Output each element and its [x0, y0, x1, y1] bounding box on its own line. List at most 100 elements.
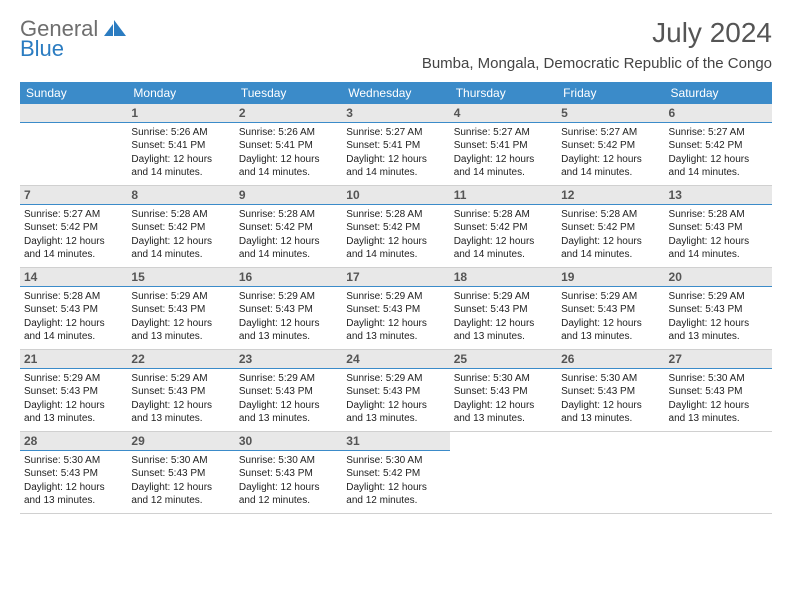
- sunrise-text: Sunrise: 5:30 AM: [24, 454, 123, 468]
- day-details: Sunrise: 5:29 AMSunset: 5:43 PMDaylight:…: [342, 369, 449, 431]
- day-number: 4: [450, 104, 557, 123]
- day-cell: 30Sunrise: 5:30 AMSunset: 5:43 PMDayligh…: [235, 432, 342, 513]
- day-number: 9: [235, 186, 342, 205]
- day-number: [20, 104, 127, 123]
- day-number: 29: [127, 432, 234, 451]
- day-details: Sunrise: 5:28 AMSunset: 5:42 PMDaylight:…: [557, 205, 664, 267]
- sunrise-text: Sunrise: 5:27 AM: [454, 126, 553, 140]
- daylight-text: Daylight: 12 hours and 14 minutes.: [239, 153, 338, 180]
- day-details: Sunrise: 5:30 AMSunset: 5:43 PMDaylight:…: [557, 369, 664, 431]
- day-details: Sunrise: 5:30 AMSunset: 5:42 PMDaylight:…: [342, 451, 449, 513]
- sunrise-text: Sunrise: 5:29 AM: [24, 372, 123, 386]
- sunrise-text: Sunrise: 5:27 AM: [669, 126, 768, 140]
- sunrise-text: Sunrise: 5:30 AM: [346, 454, 445, 468]
- daylight-text: Daylight: 12 hours and 13 minutes.: [131, 317, 230, 344]
- sunset-text: Sunset: 5:42 PM: [346, 467, 445, 481]
- sunset-text: Sunset: 5:43 PM: [669, 221, 768, 235]
- dow-sunday: Sunday: [20, 82, 127, 104]
- day-number: 3: [342, 104, 449, 123]
- day-number: 5: [557, 104, 664, 123]
- day-number: 19: [557, 268, 664, 287]
- day-number: 15: [127, 268, 234, 287]
- day-cell: 29Sunrise: 5:30 AMSunset: 5:43 PMDayligh…: [127, 432, 234, 513]
- day-number: 12: [557, 186, 664, 205]
- day-cell: 27Sunrise: 5:30 AMSunset: 5:43 PMDayligh…: [665, 350, 772, 431]
- daylight-text: Daylight: 12 hours and 13 minutes.: [346, 317, 445, 344]
- day-cell: 4Sunrise: 5:27 AMSunset: 5:41 PMDaylight…: [450, 104, 557, 185]
- daylight-text: Daylight: 12 hours and 12 minutes.: [239, 481, 338, 508]
- day-cell: 17Sunrise: 5:29 AMSunset: 5:43 PMDayligh…: [342, 268, 449, 349]
- day-details: Sunrise: 5:27 AMSunset: 5:42 PMDaylight:…: [557, 123, 664, 185]
- day-details: Sunrise: 5:28 AMSunset: 5:42 PMDaylight:…: [235, 205, 342, 267]
- day-details: [665, 450, 772, 508]
- day-cell: 6Sunrise: 5:27 AMSunset: 5:42 PMDaylight…: [665, 104, 772, 185]
- sunrise-text: Sunrise: 5:29 AM: [561, 290, 660, 304]
- header: General Blue July 2024 Bumba, Mongala, D…: [20, 18, 772, 72]
- day-cell: 13Sunrise: 5:28 AMSunset: 5:43 PMDayligh…: [665, 186, 772, 267]
- day-details: Sunrise: 5:29 AMSunset: 5:43 PMDaylight:…: [127, 369, 234, 431]
- day-details: Sunrise: 5:28 AMSunset: 5:43 PMDaylight:…: [20, 287, 127, 349]
- daylight-text: Daylight: 12 hours and 13 minutes.: [24, 481, 123, 508]
- day-cell: 23Sunrise: 5:29 AMSunset: 5:43 PMDayligh…: [235, 350, 342, 431]
- day-details: Sunrise: 5:26 AMSunset: 5:41 PMDaylight:…: [127, 123, 234, 185]
- week-row: 14Sunrise: 5:28 AMSunset: 5:43 PMDayligh…: [20, 268, 772, 350]
- sunrise-text: Sunrise: 5:30 AM: [561, 372, 660, 386]
- daylight-text: Daylight: 12 hours and 14 minutes.: [669, 153, 768, 180]
- day-cell: 19Sunrise: 5:29 AMSunset: 5:43 PMDayligh…: [557, 268, 664, 349]
- day-number: 16: [235, 268, 342, 287]
- sunset-text: Sunset: 5:43 PM: [24, 467, 123, 481]
- sunset-text: Sunset: 5:43 PM: [346, 385, 445, 399]
- sunrise-text: Sunrise: 5:29 AM: [454, 290, 553, 304]
- day-details: Sunrise: 5:28 AMSunset: 5:42 PMDaylight:…: [127, 205, 234, 267]
- day-number: 17: [342, 268, 449, 287]
- day-details: [20, 123, 127, 181]
- week-row: 21Sunrise: 5:29 AMSunset: 5:43 PMDayligh…: [20, 350, 772, 432]
- day-cell: 16Sunrise: 5:29 AMSunset: 5:43 PMDayligh…: [235, 268, 342, 349]
- day-cell: 22Sunrise: 5:29 AMSunset: 5:43 PMDayligh…: [127, 350, 234, 431]
- sunrise-text: Sunrise: 5:27 AM: [24, 208, 123, 222]
- dow-tuesday: Tuesday: [235, 82, 342, 104]
- sunset-text: Sunset: 5:42 PM: [346, 221, 445, 235]
- sunrise-text: Sunrise: 5:28 AM: [239, 208, 338, 222]
- day-details: Sunrise: 5:29 AMSunset: 5:43 PMDaylight:…: [235, 287, 342, 349]
- day-cell: 12Sunrise: 5:28 AMSunset: 5:42 PMDayligh…: [557, 186, 664, 267]
- dow-thursday: Thursday: [450, 82, 557, 104]
- daylight-text: Daylight: 12 hours and 13 minutes.: [561, 317, 660, 344]
- sunset-text: Sunset: 5:43 PM: [131, 467, 230, 481]
- dow-wednesday: Wednesday: [342, 82, 449, 104]
- page-title: July 2024: [422, 18, 772, 49]
- day-details: Sunrise: 5:29 AMSunset: 5:43 PMDaylight:…: [450, 287, 557, 349]
- day-number: 7: [20, 186, 127, 205]
- daylight-text: Daylight: 12 hours and 13 minutes.: [239, 317, 338, 344]
- sunrise-text: Sunrise: 5:28 AM: [346, 208, 445, 222]
- day-details: Sunrise: 5:27 AMSunset: 5:42 PMDaylight:…: [20, 205, 127, 267]
- day-number: 2: [235, 104, 342, 123]
- day-details: Sunrise: 5:30 AMSunset: 5:43 PMDaylight:…: [127, 451, 234, 513]
- sunset-text: Sunset: 5:43 PM: [669, 385, 768, 399]
- day-cell: 8Sunrise: 5:28 AMSunset: 5:42 PMDaylight…: [127, 186, 234, 267]
- daylight-text: Daylight: 12 hours and 13 minutes.: [346, 399, 445, 426]
- day-details: [450, 450, 557, 508]
- daylight-text: Daylight: 12 hours and 14 minutes.: [346, 235, 445, 262]
- daylight-text: Daylight: 12 hours and 13 minutes.: [24, 399, 123, 426]
- day-cell: 28 Sunrise: 5:30 AMSunset: 5:43 PMDayligh…: [20, 432, 127, 513]
- day-of-week-header-row: Sunday Monday Tuesday Wednesday Thursday…: [20, 82, 772, 104]
- daylight-text: Daylight: 12 hours and 12 minutes.: [346, 481, 445, 508]
- sunset-text: Sunset: 5:43 PM: [239, 385, 338, 399]
- day-number: 11: [450, 186, 557, 205]
- day-cell: 14Sunrise: 5:28 AMSunset: 5:43 PMDayligh…: [20, 268, 127, 349]
- sunrise-text: Sunrise: 5:30 AM: [454, 372, 553, 386]
- day-cell: 9Sunrise: 5:28 AMSunset: 5:42 PMDaylight…: [235, 186, 342, 267]
- sunrise-text: Sunrise: 5:30 AM: [669, 372, 768, 386]
- sunrise-text: Sunrise: 5:29 AM: [346, 290, 445, 304]
- day-details: Sunrise: 5:30 AMSunset: 5:43 PMDaylight:…: [450, 369, 557, 431]
- day-cell: 10Sunrise: 5:28 AMSunset: 5:42 PMDayligh…: [342, 186, 449, 267]
- daylight-text: Daylight: 12 hours and 14 minutes.: [454, 235, 553, 262]
- sunset-text: Sunset: 5:42 PM: [561, 139, 660, 153]
- day-cell: 25Sunrise: 5:30 AMSunset: 5:43 PMDayligh…: [450, 350, 557, 431]
- sunrise-text: Sunrise: 5:28 AM: [24, 290, 123, 304]
- day-number: 28: [20, 432, 127, 451]
- sunrise-text: Sunrise: 5:26 AM: [239, 126, 338, 140]
- day-number: 13: [665, 186, 772, 205]
- day-cell: 24Sunrise: 5:29 AMSunset: 5:43 PMDayligh…: [342, 350, 449, 431]
